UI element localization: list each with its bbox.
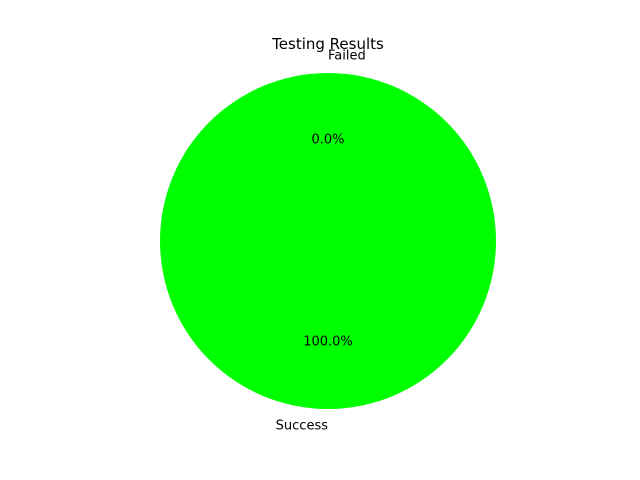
chart-title: Testing Results bbox=[271, 35, 384, 53]
pie-slices bbox=[160, 73, 496, 409]
slice-label-failed: Failed bbox=[328, 49, 366, 64]
pct-label-failed: 0.0% bbox=[311, 133, 344, 148]
pct-label-success: 100.0% bbox=[303, 334, 353, 349]
slice-label-success: Success bbox=[276, 418, 329, 433]
pie-labels: Success 100.0% Failed 0.0% bbox=[276, 49, 366, 434]
pie-slice-success bbox=[160, 73, 496, 409]
